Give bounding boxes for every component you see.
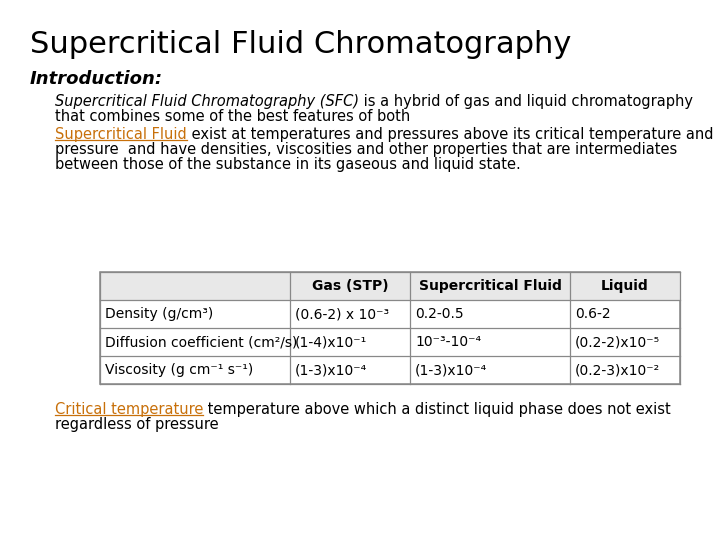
Text: 10⁻³-10⁻⁴: 10⁻³-10⁻⁴ [415,335,481,349]
Text: between those of the substance in its gaseous and liquid state.: between those of the substance in its ga… [55,157,521,172]
Text: Supercritical Fluid: Supercritical Fluid [418,279,562,293]
Text: exist at temperatures and pressures above its critical temperature and: exist at temperatures and pressures abov… [186,127,714,142]
Text: regardless of pressure: regardless of pressure [55,417,219,432]
Text: (1-3)x10⁻⁴: (1-3)x10⁻⁴ [415,363,487,377]
Text: that combines some of the best features of both: that combines some of the best features … [55,109,410,124]
Text: temperature above which a distinct liquid phase does not exist: temperature above which a distinct liqui… [203,402,671,417]
Text: (1-3)x10⁻⁴: (1-3)x10⁻⁴ [295,363,367,377]
Text: Diffusion coefficient (cm²/s): Diffusion coefficient (cm²/s) [105,335,297,349]
Text: Density (g/cm³): Density (g/cm³) [105,307,213,321]
Bar [100,272,680,300]
Text: (1-4)x10⁻¹: (1-4)x10⁻¹ [295,335,367,349]
Text: Gas (STP): Gas (STP) [312,279,388,293]
Text: Critical temperature: Critical temperature [55,402,203,417]
Text: pressure  and have densities, viscosities and other properties that are intermed: pressure and have densities, viscosities… [55,142,678,157]
Text: 0.6-2: 0.6-2 [575,307,611,321]
Text: Viscosity (g cm⁻¹ s⁻¹): Viscosity (g cm⁻¹ s⁻¹) [105,363,253,377]
Text: Liquid: Liquid [601,279,649,293]
Bar [100,272,680,384]
Text: Supercritical Fluid Chromatography (SFC): Supercritical Fluid Chromatography (SFC) [55,94,359,109]
Text: is a hybrid of gas and liquid chromatography: is a hybrid of gas and liquid chromatogr… [359,94,693,109]
Text: 0.2-0.5: 0.2-0.5 [415,307,464,321]
Text: (0.2-2)x10⁻⁵: (0.2-2)x10⁻⁵ [575,335,660,349]
Text: (0.2-3)x10⁻²: (0.2-3)x10⁻² [575,363,660,377]
Text: Supercritical Fluid Chromatography: Supercritical Fluid Chromatography [30,30,572,59]
Text: Supercritical Fluid: Supercritical Fluid [55,127,186,142]
Text: Introduction:: Introduction: [30,70,163,88]
Text: (0.6-2) x 10⁻³: (0.6-2) x 10⁻³ [295,307,389,321]
